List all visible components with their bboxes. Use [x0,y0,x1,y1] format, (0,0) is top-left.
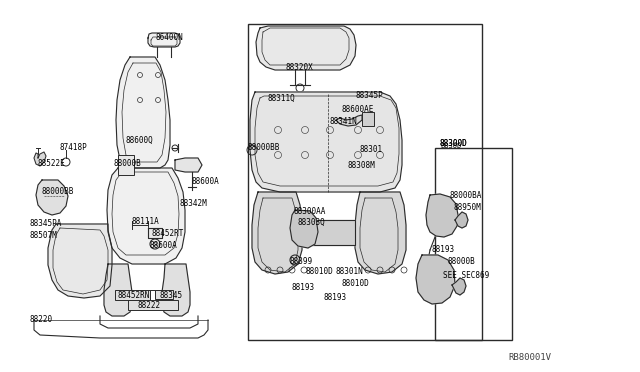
Text: 88300D: 88300D [440,138,468,148]
Text: 88342M: 88342M [180,199,208,208]
Bar [118,155,134,175]
Text: 86400N: 86400N [155,33,183,42]
Text: 88341N: 88341N [330,116,358,125]
Polygon shape [148,33,180,47]
Bar [248,24,482,340]
Bar [128,300,178,310]
Polygon shape [290,210,318,248]
Text: 88308M: 88308M [348,160,376,170]
Text: 88000BA: 88000BA [450,192,483,201]
Text: 88300AA: 88300AA [294,206,326,215]
Text: 88000BB: 88000BB [248,144,280,153]
Polygon shape [162,264,190,316]
Text: 88193: 88193 [291,283,314,292]
Text: 88222: 88222 [137,301,160,311]
Text: 88452RT: 88452RT [152,230,184,238]
Text: 88000B: 88000B [114,158,141,167]
Text: 88301: 88301 [360,145,383,154]
Text: 88320X: 88320X [286,62,314,71]
Polygon shape [48,224,112,298]
Polygon shape [252,192,302,274]
Text: B830D: B830D [440,143,461,149]
Text: 88010D: 88010D [341,279,369,289]
Text: 88399: 88399 [289,257,312,266]
Polygon shape [302,220,355,245]
Text: 88303Q: 88303Q [298,218,326,227]
Bar [362,112,374,126]
Text: 88000B: 88000B [447,257,475,266]
Polygon shape [148,228,162,238]
Text: 88452RN: 88452RN [118,291,150,299]
Text: 88600Q: 88600Q [126,135,154,144]
Polygon shape [355,192,406,274]
Text: 88507M: 88507M [30,231,58,241]
Polygon shape [104,264,132,316]
Text: 88600A: 88600A [150,241,178,250]
Polygon shape [455,212,468,228]
Text: 88345PA: 88345PA [30,219,62,228]
Text: 88300D: 88300D [440,138,468,148]
Polygon shape [452,278,466,295]
Text: 88111A: 88111A [131,218,159,227]
Text: 88600A: 88600A [192,177,220,186]
Text: 87418P: 87418P [60,144,88,153]
Text: 88345P: 88345P [355,90,383,99]
Bar [435,148,512,340]
Polygon shape [250,92,402,192]
Text: RB80001V: RB80001V [508,353,551,362]
Polygon shape [107,168,185,264]
Text: 88010D: 88010D [305,266,333,276]
Polygon shape [175,158,202,172]
Text: SEE SEC869: SEE SEC869 [443,272,489,280]
Text: 88220: 88220 [30,315,53,324]
Polygon shape [426,194,458,237]
Text: 88000BB: 88000BB [42,187,74,196]
Text: 88193: 88193 [323,294,346,302]
Text: 88193: 88193 [432,246,455,254]
Polygon shape [36,180,68,215]
Polygon shape [34,152,46,166]
Text: 88311Q: 88311Q [268,93,296,103]
Text: 88950M: 88950M [453,203,481,212]
Bar [115,290,150,300]
Text: 88301N: 88301N [335,266,363,276]
Bar [155,290,173,299]
Text: 88345: 88345 [160,291,183,299]
Polygon shape [416,255,455,304]
Text: 88600AE: 88600AE [342,105,374,113]
Polygon shape [256,26,356,70]
Text: 88522E: 88522E [38,158,66,167]
Polygon shape [336,115,362,126]
Polygon shape [116,57,170,168]
Circle shape [293,258,297,262]
